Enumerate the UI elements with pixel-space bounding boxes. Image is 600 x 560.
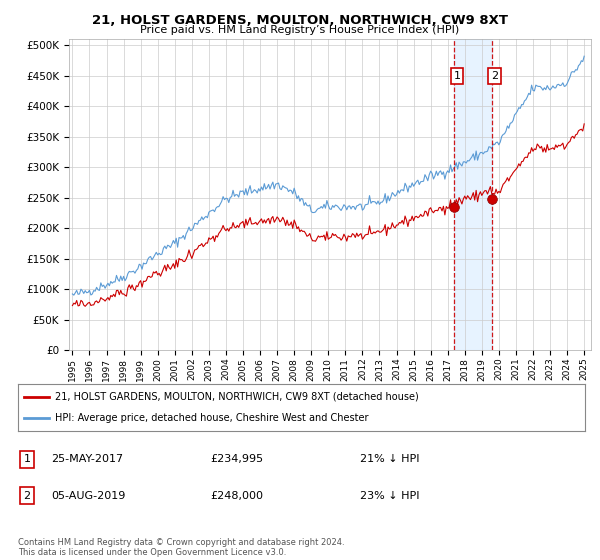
- Text: Price paid vs. HM Land Registry’s House Price Index (HPI): Price paid vs. HM Land Registry’s House …: [140, 25, 460, 35]
- Text: 1: 1: [23, 454, 31, 464]
- Text: £248,000: £248,000: [210, 491, 263, 501]
- Text: 21, HOLST GARDENS, MOULTON, NORTHWICH, CW9 8XT (detached house): 21, HOLST GARDENS, MOULTON, NORTHWICH, C…: [55, 392, 419, 402]
- Text: 2: 2: [491, 71, 498, 81]
- Text: 21% ↓ HPI: 21% ↓ HPI: [360, 454, 419, 464]
- Text: 1: 1: [454, 71, 460, 81]
- Text: £234,995: £234,995: [210, 454, 263, 464]
- Text: 25-MAY-2017: 25-MAY-2017: [51, 454, 123, 464]
- Text: Contains HM Land Registry data © Crown copyright and database right 2024.
This d: Contains HM Land Registry data © Crown c…: [18, 538, 344, 557]
- Text: HPI: Average price, detached house, Cheshire West and Chester: HPI: Average price, detached house, Ches…: [55, 413, 368, 423]
- Text: 2: 2: [23, 491, 31, 501]
- Text: 23% ↓ HPI: 23% ↓ HPI: [360, 491, 419, 501]
- Text: 05-AUG-2019: 05-AUG-2019: [51, 491, 125, 501]
- Text: 21, HOLST GARDENS, MOULTON, NORTHWICH, CW9 8XT: 21, HOLST GARDENS, MOULTON, NORTHWICH, C…: [92, 14, 508, 27]
- Bar: [454, 39, 492, 350]
